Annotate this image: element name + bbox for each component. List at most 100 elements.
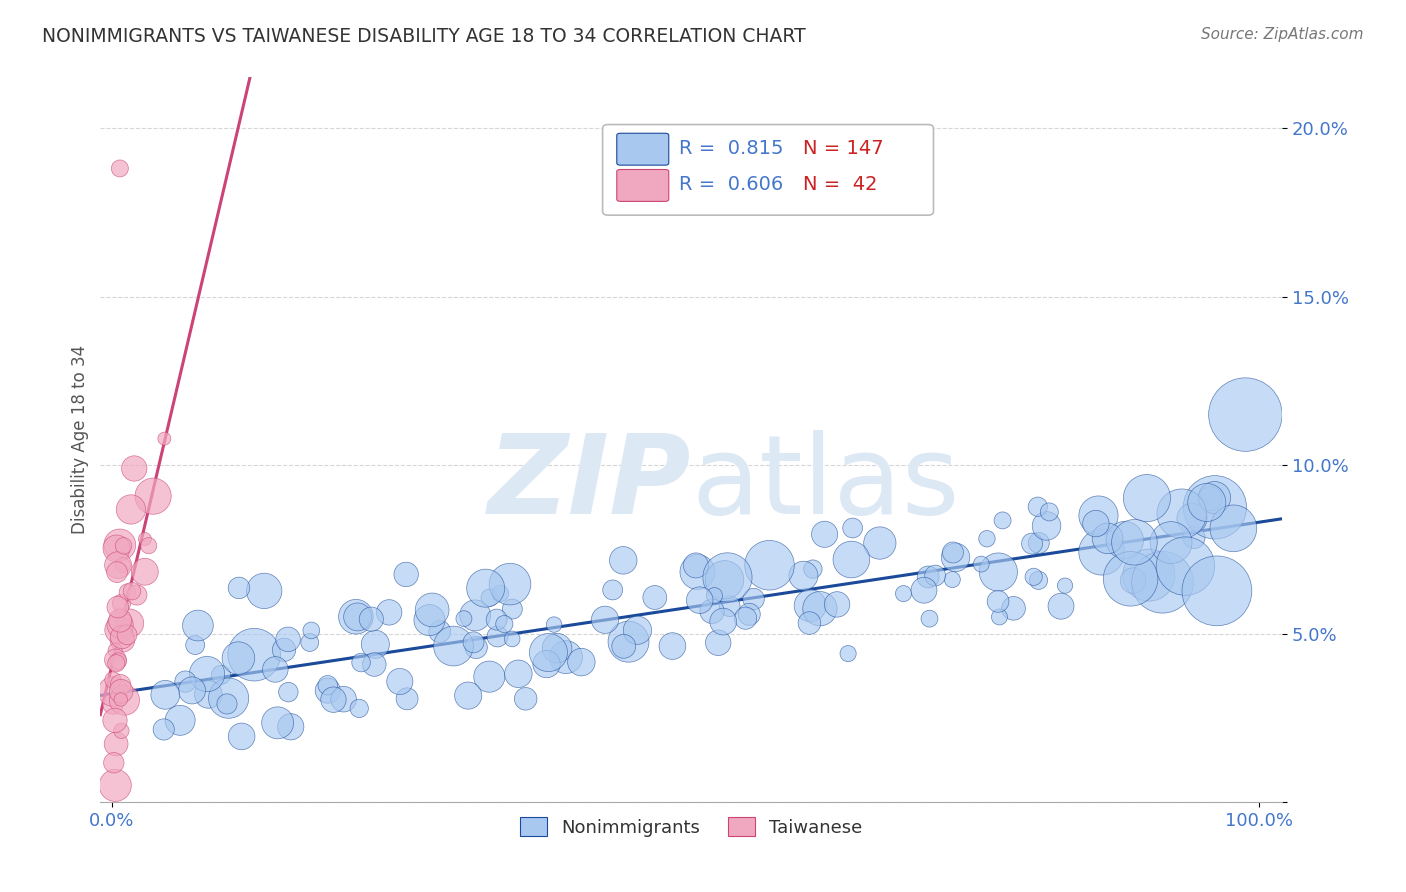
Point (429, 624, 451, 639)
Point (350, 656, 373, 670)
Point (134, 565, 156, 579)
Point (593, 613, 616, 627)
Point (184, 638, 207, 652)
Point (799, 599, 821, 613)
Point (893, 586, 915, 600)
Point (117, 585, 139, 599)
Point (105, 565, 128, 579)
Point (546, 641, 568, 656)
Point (617, 634, 640, 648)
Point (924, 568, 946, 582)
Point (792, 568, 814, 582)
Point (1087, 508, 1109, 523)
Point (101, 684, 124, 698)
Point (363, 657, 385, 672)
Point (1028, 574, 1050, 588)
Point (107, 654, 129, 668)
Point (280, 720, 302, 734)
Point (1084, 516, 1107, 531)
Point (195, 667, 218, 681)
Point (215, 697, 238, 711)
Point (155, 688, 177, 702)
Point (105, 737, 128, 751)
Point (1119, 572, 1142, 586)
Point (105, 541, 128, 556)
Point (1234, 408, 1257, 422)
Point (108, 161, 131, 176)
Point (758, 558, 780, 573)
Point (1152, 575, 1174, 590)
Point (142, 489, 165, 503)
Point (1026, 500, 1049, 514)
Point (112, 539, 135, 553)
Point (110, 597, 132, 611)
Point (1204, 500, 1226, 515)
Point (111, 632, 134, 647)
Point (841, 521, 863, 535)
Point (103, 756, 125, 770)
Point (463, 635, 485, 649)
Point (395, 567, 418, 582)
Point (197, 687, 219, 701)
Point (987, 594, 1010, 608)
Point (1206, 583, 1229, 598)
Point (364, 637, 387, 651)
Point (209, 668, 232, 682)
Point (110, 684, 132, 698)
Point (970, 557, 993, 571)
Point (976, 532, 998, 546)
Point (917, 570, 939, 584)
Point (118, 616, 141, 631)
Point (1050, 599, 1073, 614)
Point (464, 608, 486, 623)
Point (277, 685, 299, 699)
Point (489, 586, 512, 600)
Point (543, 617, 565, 632)
Point (101, 673, 124, 687)
Point (111, 558, 134, 573)
Point (1222, 521, 1244, 535)
Point (742, 592, 765, 607)
Point (243, 648, 266, 662)
Point (918, 612, 941, 626)
Point (1204, 491, 1226, 505)
Point (734, 611, 756, 625)
Point (569, 655, 592, 669)
Point (316, 683, 339, 698)
Point (101, 697, 124, 711)
Point (122, 461, 145, 475)
Point (537, 646, 560, 660)
Point (536, 657, 558, 671)
Point (700, 604, 723, 618)
Point (273, 643, 295, 657)
Point (801, 562, 824, 576)
Point (107, 600, 129, 615)
Point (316, 678, 339, 692)
Point (1097, 532, 1119, 546)
Point (1195, 495, 1218, 509)
Point (485, 613, 508, 627)
Point (945, 550, 967, 565)
Point (104, 714, 127, 728)
Y-axis label: Disability Age 18 to 34: Disability Age 18 to 34 (72, 345, 89, 534)
FancyBboxPatch shape (603, 125, 934, 215)
Point (1021, 536, 1043, 550)
Point (501, 632, 523, 646)
Point (277, 632, 299, 647)
Point (1114, 533, 1136, 548)
Point (264, 662, 287, 676)
Point (1091, 545, 1114, 559)
Point (322, 692, 344, 706)
Point (120, 502, 142, 516)
Point (388, 674, 411, 689)
Point (612, 553, 634, 567)
Point (457, 689, 479, 703)
Text: N = 147: N = 147 (803, 139, 884, 158)
Point (813, 527, 835, 541)
Point (1022, 570, 1045, 584)
Point (299, 624, 322, 638)
Text: atlas: atlas (692, 430, 960, 537)
Point (1054, 579, 1077, 593)
Point (613, 640, 636, 654)
Point (138, 539, 160, 553)
